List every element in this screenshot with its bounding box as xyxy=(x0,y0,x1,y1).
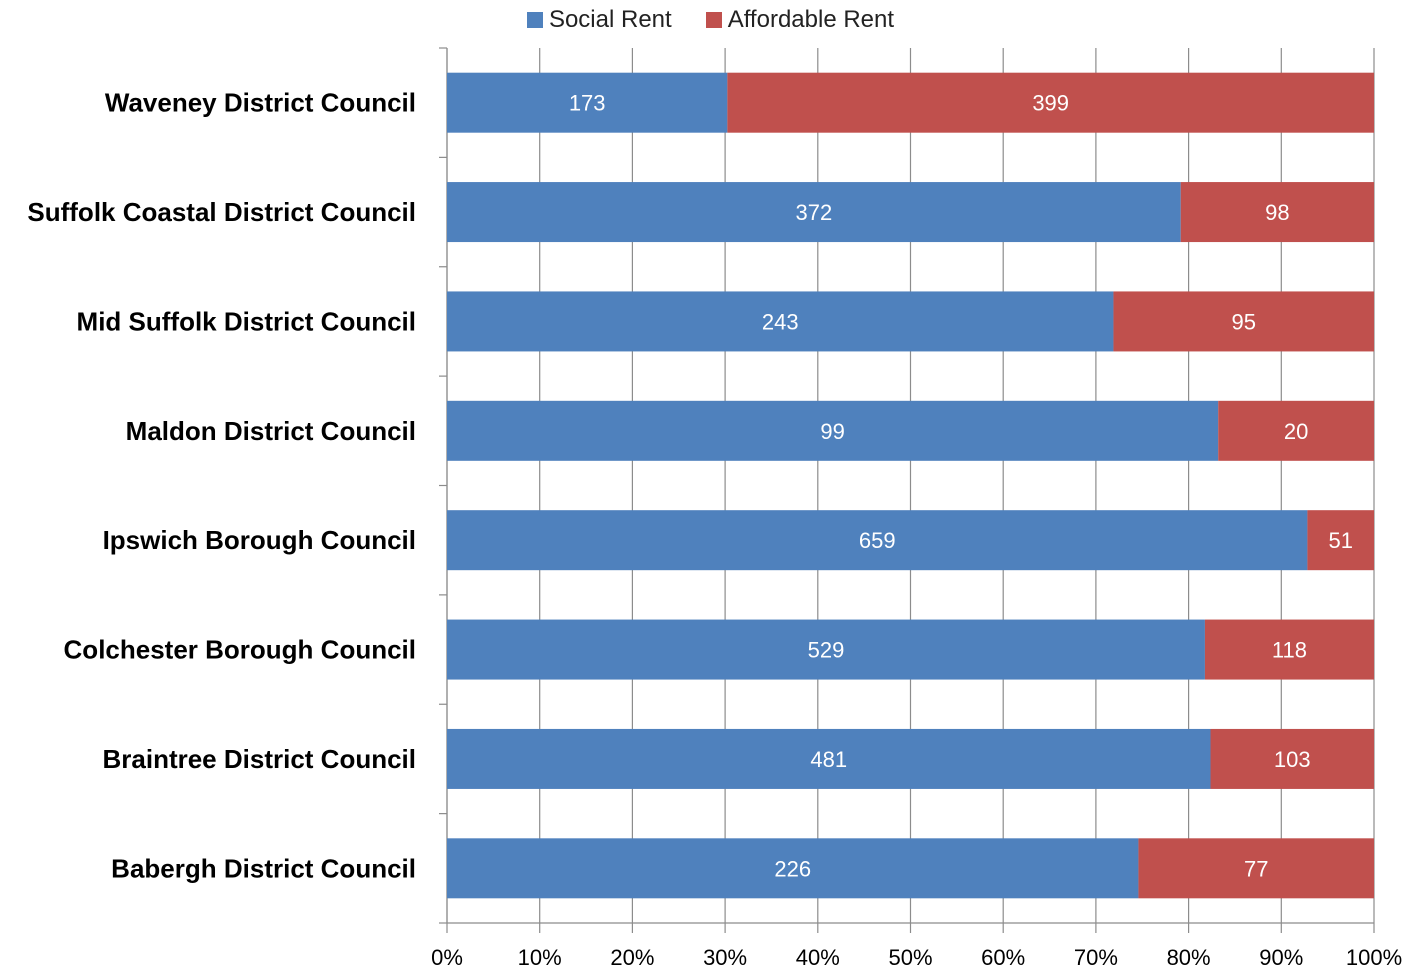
legend-label-affordable-rent: Affordable Rent xyxy=(727,6,895,33)
data-label-1-1: 98 xyxy=(1265,200,1289,225)
data-label-1-4: 51 xyxy=(1328,528,1352,553)
bar-0-1 xyxy=(447,182,1181,243)
tick-label-x-0: 0% xyxy=(431,945,463,970)
tick-label-x-10: 100% xyxy=(1346,945,1402,970)
category-label-0: Waveney District Council xyxy=(105,88,416,118)
legend: Social Rent Affordable Rent xyxy=(0,6,1421,34)
tick-label-x-7: 70% xyxy=(1074,945,1118,970)
bar-0-6 xyxy=(447,728,1211,789)
bar-0-0 xyxy=(447,72,728,133)
tick-label-x-1: 10% xyxy=(518,945,562,970)
bar-1-0 xyxy=(727,72,1374,133)
bar-0-4 xyxy=(447,510,1308,571)
data-label-0-3: 99 xyxy=(820,419,844,444)
category-label-6: Braintree District Council xyxy=(102,744,416,774)
legend-swatch-social-rent xyxy=(526,12,543,28)
category-label-5: Colchester Borough Council xyxy=(64,635,416,665)
category-label-2: Mid Suffolk District Council xyxy=(77,306,416,336)
data-label-1-3: 20 xyxy=(1284,419,1308,444)
tick-label-x-8: 80% xyxy=(1167,945,1211,970)
tick-label-x-9: 90% xyxy=(1259,945,1303,970)
data-label-1-2: 95 xyxy=(1231,309,1255,334)
legend-label-social-rent: Social Rent xyxy=(548,6,672,33)
data-label-0-4: 659 xyxy=(859,528,896,553)
bar-1-3 xyxy=(1218,400,1374,461)
bar-1-1 xyxy=(1180,182,1374,243)
tick-label-x-3: 30% xyxy=(703,945,747,970)
data-label-1-7: 77 xyxy=(1244,856,1268,881)
bar-1-5 xyxy=(1204,619,1374,680)
category-label-3: Maldon District Council xyxy=(126,416,416,446)
data-label-1-0: 399 xyxy=(1032,91,1069,116)
tick-label-x-6: 60% xyxy=(981,945,1025,970)
data-label-0-1: 372 xyxy=(795,200,832,225)
bar-1-7 xyxy=(1138,838,1374,899)
data-label-0-5: 529 xyxy=(808,638,845,663)
data-label-1-5: 118 xyxy=(1272,638,1307,663)
tick-label-x-2: 20% xyxy=(610,945,654,970)
data-label-0-6: 481 xyxy=(810,747,847,772)
legend-item-social-rent: Social Rent xyxy=(526,6,672,34)
data-label-1-6: 103 xyxy=(1274,747,1311,772)
bar-0-3 xyxy=(447,400,1219,461)
data-label-0-7: 226 xyxy=(774,856,811,881)
bar-1-6 xyxy=(1210,728,1374,789)
tick-label-x-5: 50% xyxy=(888,945,932,970)
bar-1-2 xyxy=(1113,291,1374,352)
data-label-0-0: 173 xyxy=(569,91,606,116)
bar-0-2 xyxy=(447,291,1114,352)
category-label-1: Suffolk Coastal District Council xyxy=(27,197,416,227)
legend-item-affordable-rent: Affordable Rent xyxy=(705,6,895,34)
bar-1-4 xyxy=(1307,510,1374,571)
data-label-0-2: 243 xyxy=(762,309,799,334)
category-label-4: Ipswich Borough Council xyxy=(103,525,416,555)
tick-label-x-4: 40% xyxy=(796,945,840,970)
legend-swatch-affordable-rent xyxy=(705,12,722,28)
bar-0-7 xyxy=(447,838,1139,899)
bar-0-5 xyxy=(447,619,1205,680)
category-label-7: Babergh District Council xyxy=(111,853,416,883)
